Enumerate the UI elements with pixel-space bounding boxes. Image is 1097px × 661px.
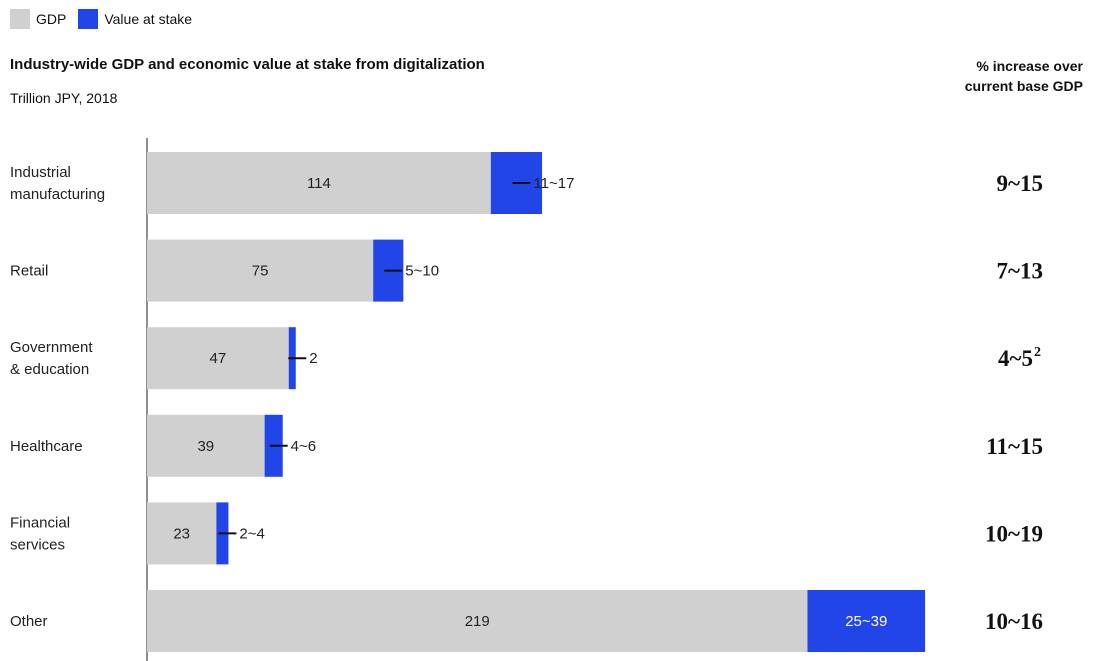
category-label: manufacturing (10, 186, 105, 203)
pct-increase-header: % increase over current base GDP (843, 56, 1083, 96)
pct-increase-label: 10~19 (985, 521, 1043, 546)
stake-value-label: 2~4 (239, 525, 264, 542)
category-label: Financial (10, 514, 70, 531)
gdp-value-label: 39 (197, 438, 214, 455)
pct-header-line2: current base GDP (964, 78, 1083, 94)
legend-label-stake: Value at stake (104, 11, 193, 27)
pct-increase-label: 7~13 (997, 259, 1043, 284)
bar-value-at-stake (807, 590, 926, 652)
bar-gdp (147, 239, 374, 302)
bar-gdp (147, 414, 265, 477)
category-label: Other (10, 613, 48, 630)
legend-item-stake: Value at stake (78, 9, 192, 29)
gdp-value-label: 219 (465, 613, 490, 630)
category-label: services (10, 536, 65, 553)
legend-label-gdp: GDP (36, 11, 67, 27)
legend-swatch-stake (78, 9, 99, 29)
bar-gdp (147, 502, 217, 565)
gdp-value-label: 114 (307, 175, 331, 192)
category-label: Retail (10, 263, 48, 280)
category-label: & education (10, 361, 89, 378)
legend-swatch-gdp (10, 9, 30, 29)
stake-value-label: 5~10 (405, 263, 439, 280)
pct-increase-label: 4~5 (998, 346, 1033, 371)
bar-gdp (147, 327, 289, 390)
pct-increase-label: 9~15 (997, 171, 1043, 196)
pct-increase-label: 10~16 (985, 609, 1043, 634)
stake-value-label: 2 (309, 350, 317, 367)
bar-gdp (147, 152, 491, 214)
category-label: Healthcare (10, 438, 83, 455)
chart-subtitle: Trillion JPY, 2018 (10, 90, 118, 106)
stake-value-label: 11~17 (533, 175, 574, 192)
footnote-marker: 2 (1034, 345, 1041, 360)
stake-value-label: 25~39 (845, 613, 887, 630)
category-label: Government (10, 339, 93, 356)
gdp-value-label: 23 (173, 525, 190, 542)
category-label: Industrial (10, 164, 71, 181)
bar-gdp (147, 590, 808, 652)
gdp-value-label: 75 (252, 263, 269, 280)
stake-value-label: 4~6 (291, 438, 316, 455)
pct-increase-label: 11~15 (986, 434, 1043, 459)
legend-item-gdp: GDP (10, 9, 66, 29)
chart-title: Industry-wide GDP and economic value at … (10, 56, 485, 73)
pct-header-line1: % increase over (976, 58, 1083, 74)
gdp-value-label: 47 (210, 350, 227, 367)
legend: GDP Value at stake (10, 8, 204, 30)
